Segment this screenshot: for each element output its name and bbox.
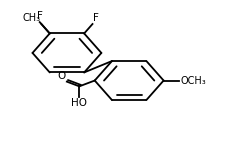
Text: F: F xyxy=(93,13,99,23)
Text: O: O xyxy=(57,71,66,81)
Text: F: F xyxy=(37,11,43,21)
Text: HO: HO xyxy=(71,98,87,108)
Text: CH₃: CH₃ xyxy=(22,13,40,23)
Text: OCH₃: OCH₃ xyxy=(180,75,206,86)
